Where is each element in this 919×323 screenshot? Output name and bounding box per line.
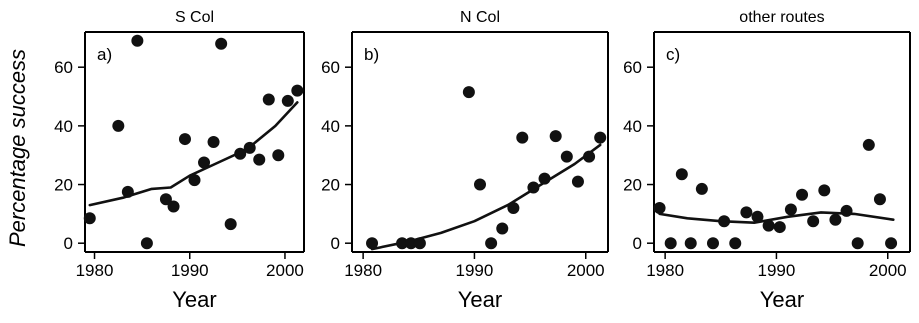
data-point — [474, 178, 486, 191]
x-axis-label: Year — [760, 287, 804, 312]
data-point — [462, 86, 475, 99]
data-point — [112, 119, 125, 132]
panel-label: c) — [666, 45, 680, 64]
y-axis-label: Percentage success — [5, 49, 30, 247]
data-point — [784, 203, 797, 216]
data-point — [178, 133, 191, 146]
panel-1: S Col 0 20 40 60 1980 1990 2000 Year a) — [54, 9, 305, 312]
data-point — [840, 204, 853, 217]
panel-label: a) — [97, 45, 112, 64]
data-point — [829, 213, 842, 226]
data-point — [413, 237, 426, 250]
trend-line — [88, 101, 299, 207]
panel-3: other routes 0 20 40 60 1980 1990 2000 Year c) — [623, 9, 911, 312]
data-point — [740, 206, 753, 219]
panel-label: b) — [364, 45, 379, 64]
panel-title: other routes — [739, 9, 824, 26]
data-point — [507, 202, 520, 214]
data-point — [706, 237, 719, 250]
data-point — [281, 94, 294, 107]
x-tick-label: 1990 — [456, 261, 494, 280]
data-point — [862, 138, 875, 151]
data-point — [527, 181, 540, 194]
data-point — [224, 218, 237, 231]
data-point — [571, 175, 584, 188]
data-point — [751, 210, 764, 223]
y-tick-label: 60 — [54, 58, 73, 77]
panel-2: N Col 0 20 40 60 1980 1990 2000 Year b) — [321, 9, 609, 312]
x-axis-label: Year — [458, 287, 502, 312]
data-point — [851, 237, 864, 250]
data-point — [773, 221, 786, 234]
x-tick-label: 1980 — [344, 261, 382, 280]
data-point — [695, 182, 708, 195]
data-point — [664, 237, 677, 250]
data-point — [718, 215, 731, 228]
x-tick-label: 2000 — [869, 261, 907, 280]
data-point — [215, 37, 228, 50]
data-point — [538, 172, 551, 185]
y-tick-label: 20 — [623, 176, 642, 195]
data-point — [653, 202, 666, 214]
data-point — [198, 156, 211, 169]
data-point — [485, 237, 498, 250]
data-point — [549, 130, 562, 143]
data-point — [262, 93, 275, 106]
data-point — [188, 174, 201, 187]
y-tick-label: 60 — [623, 58, 642, 77]
data-point — [234, 147, 247, 160]
data-point — [885, 237, 898, 250]
data-point — [796, 188, 809, 201]
data-point — [684, 237, 697, 250]
data-point — [121, 185, 134, 198]
y-tick-label: 0 — [633, 234, 642, 253]
data-point — [404, 237, 417, 250]
data-point — [807, 215, 820, 228]
y-tick-label: 0 — [64, 234, 73, 253]
panel-title: N Col — [460, 9, 500, 26]
data-point — [594, 131, 607, 144]
x-tick-label: 1980 — [76, 261, 114, 280]
y-tick-label: 20 — [321, 176, 340, 195]
data-point — [873, 193, 886, 206]
data-point — [583, 150, 596, 163]
data-point — [140, 237, 153, 250]
x-tick-label: 2000 — [567, 261, 605, 280]
y-tick-label: 0 — [331, 234, 340, 253]
panel-title: S Col — [175, 9, 214, 26]
data-point — [272, 149, 285, 162]
data-point — [207, 136, 220, 148]
x-tick-label: 2000 — [266, 261, 304, 280]
data-point — [131, 34, 144, 47]
data-point — [167, 200, 180, 213]
data-point — [366, 237, 379, 250]
x-tick-label: 1990 — [758, 261, 796, 280]
x-axis-label: Year — [172, 287, 216, 312]
data-point — [243, 141, 256, 154]
y-tick-label: 40 — [623, 117, 642, 136]
data-point — [291, 84, 304, 97]
y-tick-label: 40 — [54, 117, 73, 136]
panels: S Col 0 20 40 60 1980 1990 2000 Year a) N Col 0 20 40… — [54, 9, 911, 312]
y-tick-label: 40 — [321, 117, 340, 136]
data-point — [675, 168, 688, 181]
data-point — [83, 212, 96, 225]
data-point — [159, 193, 172, 206]
data-point — [496, 222, 509, 235]
x-tick-label: 1980 — [646, 261, 684, 280]
data-point — [396, 237, 409, 250]
x-tick-label: 1990 — [171, 261, 209, 280]
data-point — [762, 219, 775, 232]
trend-line — [658, 211, 895, 224]
y-tick-label: 60 — [321, 58, 340, 77]
data-point — [818, 184, 831, 197]
data-point — [516, 131, 529, 144]
data-point — [560, 150, 573, 163]
y-tick-label: 20 — [54, 176, 73, 195]
data-point — [729, 237, 742, 250]
data-point — [253, 153, 266, 166]
